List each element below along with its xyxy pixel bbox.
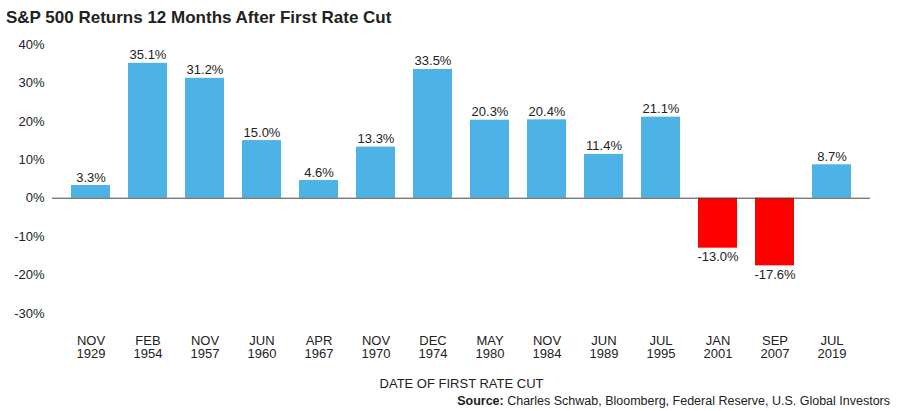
svg-text:20.4%: 20.4% [529, 104, 566, 119]
svg-text:15.0%: 15.0% [244, 125, 281, 140]
svg-text:JUN1989: JUN1989 [590, 333, 619, 361]
svg-text:0%: 0% [26, 190, 45, 205]
html-text:Source: Charles Schwab, Bloomb: Source: Charles Schwab, Bloomberg, Feder… [457, 394, 890, 408]
svg-text:NOV1970: NOV1970 [362, 333, 391, 361]
svg-text:10%: 10% [18, 152, 44, 167]
svg-text:30%: 30% [18, 75, 44, 90]
svg-text:NOV1957: NOV1957 [191, 333, 220, 361]
svg-text:35.1%: 35.1% [130, 47, 167, 62]
svg-text:-17.6%: -17.6% [754, 267, 796, 282]
svg-text:-10%: -10% [14, 229, 45, 244]
html-text:S&P 500 Returns 12 Months Afte: S&P 500 Returns 12 Months After First Ra… [6, 8, 392, 27]
svg-text:JUN1960: JUN1960 [248, 333, 277, 361]
svg-text:-13.0%: -13.0% [697, 249, 739, 264]
svg-text:3.3%: 3.3% [76, 170, 106, 185]
svg-text:MAY1980: MAY1980 [476, 333, 505, 361]
svg-text:-30%: -30% [14, 306, 45, 321]
svg-text:DATE OF FIRST RATE CUT: DATE OF FIRST RATE CUT [380, 376, 544, 391]
svg-text:20%: 20% [18, 114, 44, 129]
svg-text:8.7%: 8.7% [817, 149, 847, 164]
svg-text:JUL1995: JUL1995 [647, 333, 676, 361]
svg-text:33.5%: 33.5% [415, 53, 452, 68]
svg-text:21.1%: 21.1% [643, 101, 680, 116]
svg-text:FEB1954: FEB1954 [134, 333, 163, 361]
svg-text:NOV1929: NOV1929 [77, 333, 106, 361]
svg-text:APR1967: APR1967 [305, 333, 334, 361]
svg-text:4.6%: 4.6% [304, 165, 334, 180]
svg-text:SEP2007: SEP2007 [761, 333, 790, 361]
svg-text:31.2%: 31.2% [187, 62, 224, 77]
svg-text:13.3%: 13.3% [358, 131, 395, 146]
svg-text:20.3%: 20.3% [472, 104, 509, 119]
svg-text:JAN2001: JAN2001 [704, 333, 733, 361]
svg-text:40%: 40% [18, 37, 44, 52]
svg-text:JUL2019: JUL2019 [818, 333, 847, 361]
svg-text:DEC1974: DEC1974 [419, 333, 448, 361]
svg-text:11.4%: 11.4% [586, 138, 622, 153]
svg-text:NOV1984: NOV1984 [533, 333, 562, 361]
svg-text:-20%: -20% [14, 267, 45, 282]
